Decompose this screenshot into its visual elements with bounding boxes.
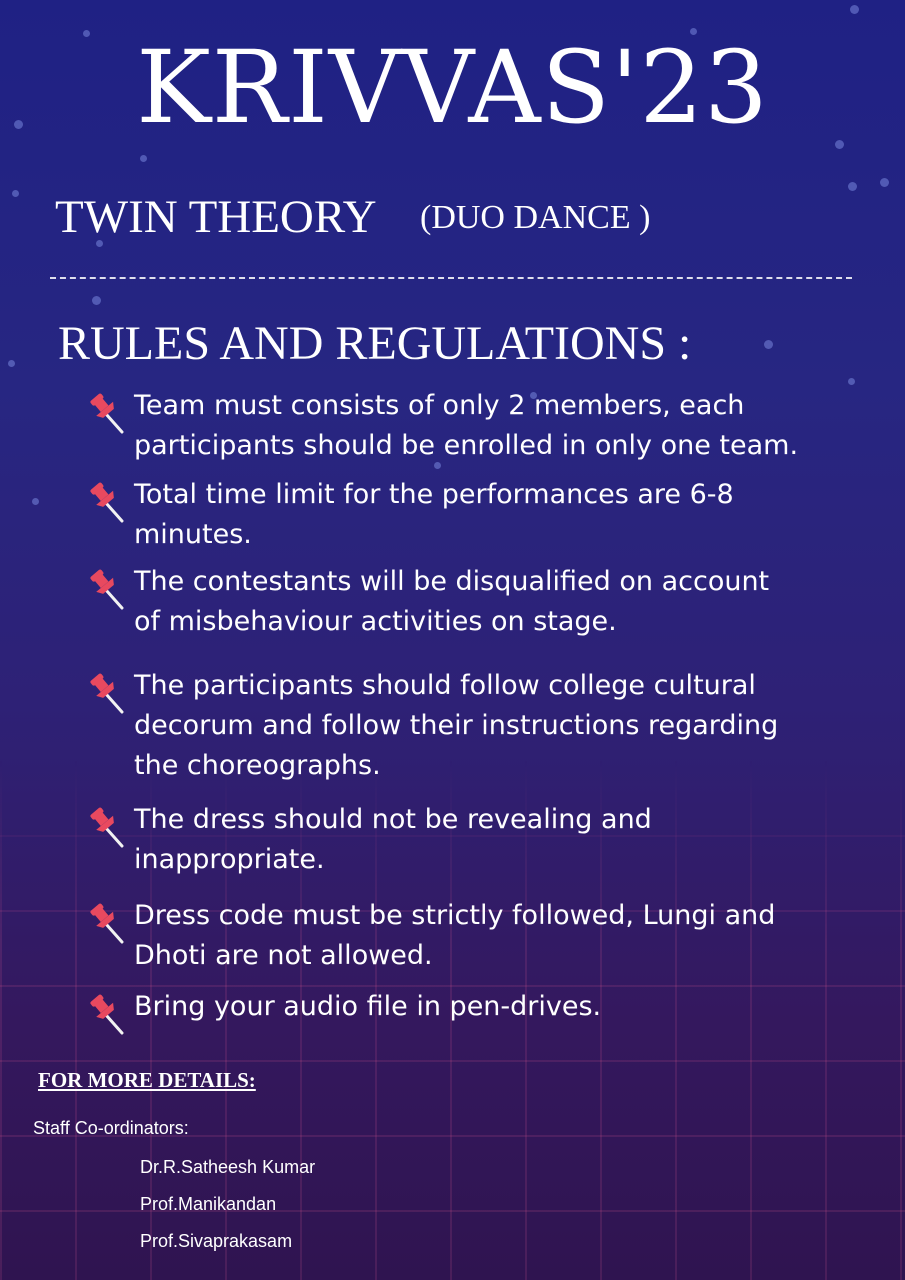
rule-text-line: participants should be enrolled in only … [134,430,799,461]
rule-text: Total time limit for the performances ar… [134,475,734,555]
decorative-dot [848,378,855,385]
decorative-dot [434,462,441,469]
rule-item: The participants should follow college c… [88,670,878,786]
rule-text-line: Dress code must be strictly followed, Lu… [134,900,776,931]
decorative-dot [92,296,101,305]
decorative-dot [8,360,15,367]
event-title: KRIVVAS'23 [136,29,769,146]
rule-text: The dress should not be revealing and ina… [134,800,652,880]
rule-text-line: inappropriate. [134,844,325,875]
decorative-dot [96,240,103,247]
rule-text-line: Team must consists of only 2 members, ea… [134,390,745,421]
pushpin-icon [88,902,134,946]
decorative-dot [32,498,39,505]
decorative-dot [850,5,859,14]
rules-heading: RULES AND REGULATIONS : [58,317,692,370]
rule-item: The dress should not be revealing and ina… [88,804,878,880]
rule-text: The participants should follow college c… [134,666,778,786]
staff-name: Dr.R.Satheesh Kumar [140,1157,316,1177]
event-name: TWIN THEORY [55,191,377,243]
pushpin-icon [88,392,134,436]
rule-item: Team must consists of only 2 members, ea… [88,390,878,466]
rule-item: The contestants will be disqualified on … [88,566,878,642]
decorative-dot [880,178,889,187]
rule-text-line: Dhoti are not allowed. [134,940,433,971]
decorative-dot [530,392,537,399]
rule-item: Dress code must be strictly followed, Lu… [88,900,878,976]
decorative-dot [14,120,23,129]
rule-text-line: of misbehaviour activities on stage. [134,606,617,637]
rule-item: Bring your audio file in pen-drives. [88,991,878,1037]
rule-text-line: The participants should follow college c… [134,670,756,701]
decorative-dot [12,190,19,197]
decorative-dot [690,28,697,35]
rule-text: Team must consists of only 2 members, ea… [134,386,798,466]
rule-text-line: minutes. [134,519,252,550]
pushpin-icon [88,672,134,716]
staff-name: Prof.Manikandan [140,1194,277,1214]
background-grid [0,760,905,1280]
decorative-dot [83,30,90,37]
decorative-dot [835,140,844,149]
rule-item: Total time limit for the performances ar… [88,479,878,555]
decorative-dot [140,155,147,162]
rule-text: Dress code must be strictly followed, Lu… [134,896,775,976]
rule-text: Bring your audio file in pen-drives. [134,987,601,1037]
pushpin-icon [88,481,134,525]
rule-text-line: The contestants will be disqualified on … [134,566,770,597]
rule-text-line: Total time limit for the performances ar… [134,479,734,510]
staff-name: Prof.Sivaprakasam [140,1231,293,1251]
rule-text-line: the choreographs. [134,750,381,781]
pushpin-icon [88,993,134,1037]
rule-text-line: Bring your audio file in pen-drives. [134,991,602,1022]
rule-text-line: decorum and follow their instructions re… [134,710,779,741]
pushpin-icon [88,806,134,850]
decorative-dot [764,340,773,349]
more-details-heading: FOR MORE DETAILS: [38,1068,256,1092]
pushpin-icon [88,568,134,612]
decorative-dot [848,182,857,191]
event-type: (DUO DANCE ) [420,199,651,236]
rule-text: The contestants will be disqualified on … [134,562,769,642]
staff-coordinators-label: Staff Co-ordinators: [33,1118,189,1138]
rule-text-line: The dress should not be revealing and [134,804,652,835]
dashed-divider [50,277,852,279]
